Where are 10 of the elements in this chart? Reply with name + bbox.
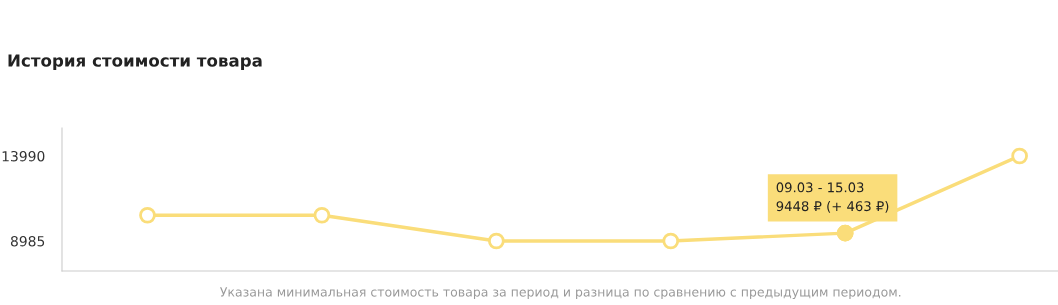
point	[313, 206, 331, 224]
point	[1011, 147, 1028, 165]
point	[139, 206, 156, 224]
chart-title: История стоимости товара	[8, 54, 262, 71]
point	[488, 232, 505, 250]
text: Указана минимальная стоимость товара за период и разница по сравнению с предыдущим периодом.	[220, 287, 901, 300]
point	[662, 232, 680, 250]
y-tick-label: 8985	[10, 235, 45, 247]
y-tick-label: 13990	[2, 150, 45, 162]
annotation: 09.03 - 15.03 9448 ₽ (+ 463 ₽)	[776, 182, 889, 213]
